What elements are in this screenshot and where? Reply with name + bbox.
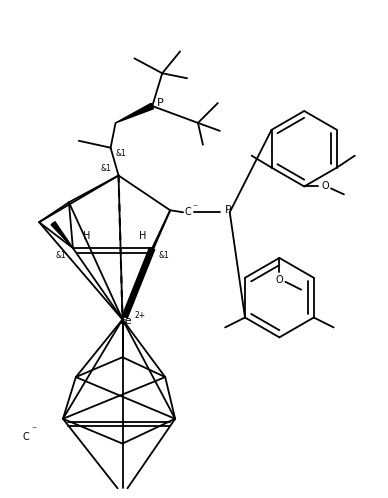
Text: ⁻: ⁻ xyxy=(31,426,37,436)
Text: &1: &1 xyxy=(55,251,66,260)
Text: O: O xyxy=(275,275,283,285)
Text: C: C xyxy=(185,207,191,217)
Text: &1: &1 xyxy=(100,164,111,173)
Text: &1: &1 xyxy=(115,149,126,158)
Text: H: H xyxy=(139,231,146,241)
Text: 2+: 2+ xyxy=(135,311,146,320)
Text: Fe: Fe xyxy=(120,316,133,327)
Polygon shape xyxy=(116,103,154,123)
Text: &1: &1 xyxy=(159,251,170,260)
Text: P: P xyxy=(225,205,232,215)
Text: H: H xyxy=(83,231,90,241)
Text: ⁻: ⁻ xyxy=(192,203,197,213)
Polygon shape xyxy=(51,222,73,248)
Text: P: P xyxy=(157,98,164,108)
Text: O: O xyxy=(321,181,329,191)
Text: C: C xyxy=(23,432,29,442)
